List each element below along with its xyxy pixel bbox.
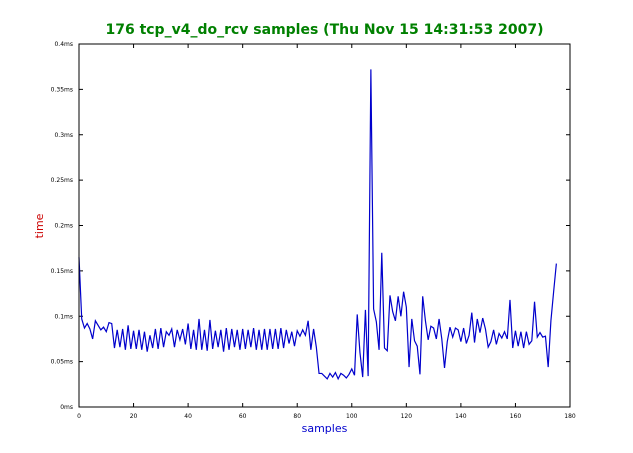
y-axis-label: time [33, 213, 46, 238]
x-tick-label: 100 [346, 413, 358, 420]
x-tick-label: 60 [239, 413, 247, 420]
series-line [78, 69, 557, 381]
chart-title: 176 tcp_v4_do_rcv samples (Thu Nov 15 14… [105, 22, 543, 38]
x-tick-label: 180 [564, 413, 576, 420]
x-tick-label: 160 [510, 413, 522, 420]
y-tick-label: 0ms [60, 404, 73, 411]
y-tick-label: 0.35ms [51, 86, 73, 93]
x-tick-label: 80 [293, 413, 301, 420]
x-tick-label: 140 [455, 413, 467, 420]
plot-layer [78, 69, 557, 381]
y-tick-label: 0.1ms [54, 313, 73, 320]
plot-area-frame [78, 43, 571, 408]
x-tick-label: 0 [77, 413, 81, 420]
y-tick-label: 0.05ms [51, 359, 73, 366]
y-tick-label: 0.15ms [51, 268, 73, 275]
y-tick-label: 0.3ms [54, 132, 73, 139]
x-tick-label: 40 [184, 413, 192, 420]
y-tick-label: 0.4ms [54, 41, 73, 48]
y-tick-label: 0.2ms [54, 223, 73, 230]
x-axis-label: samples [302, 422, 348, 435]
x-tick-label: 20 [130, 413, 138, 420]
x-tick-label: 120 [401, 413, 413, 420]
y-tick-label: 0.25ms [51, 177, 73, 184]
